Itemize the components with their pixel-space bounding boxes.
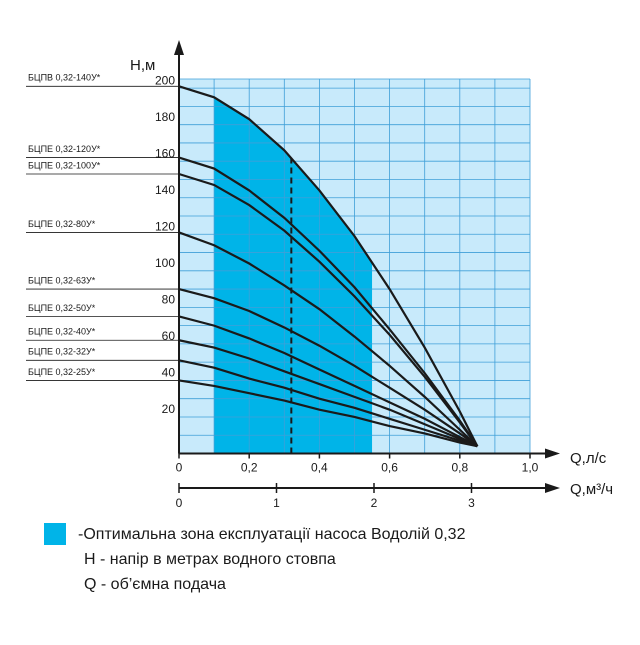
- arrow: [545, 448, 560, 459]
- arrow: [174, 40, 184, 55]
- x2-axis-label: Q,м³/ч: [570, 481, 613, 498]
- pump-curve: [178, 339, 478, 448]
- series-label: БЦПЕ 0,32-80У*: [28, 219, 96, 229]
- note: H - напір в метрах водного стовпа: [84, 551, 336, 568]
- pump-curve: [178, 156, 479, 447]
- x2-tick-label: 1: [273, 496, 280, 510]
- y-tick-label: 60: [162, 329, 176, 343]
- y-tick-label: 80: [162, 293, 176, 307]
- series-label: БЦПЕ 0,32-120У*: [28, 144, 101, 154]
- x2-tick-label: 3: [468, 496, 475, 510]
- series-label: БЦПЕ 0,32-100У*: [28, 160, 101, 170]
- x-tick-label: 0,4: [311, 461, 328, 475]
- pump-curve: [178, 288, 478, 448]
- pump-curve: [178, 379, 478, 448]
- y-tick-label: 160: [155, 146, 175, 160]
- x-axis-label: Q,л/с: [570, 450, 607, 467]
- series-label: БЦПЕ 0,32-25У*: [28, 367, 96, 377]
- y-tick-label: 120: [155, 219, 175, 233]
- series-label: БЦПЕ 0,32-63У*: [28, 275, 96, 285]
- x-tick-label: 1,0: [522, 461, 539, 475]
- arrow: [545, 483, 560, 493]
- legend-zone-label: -Оптимальна зона експлуатації насоса Вод…: [78, 526, 466, 543]
- x2-tick-label: 2: [371, 496, 378, 510]
- legend-swatch: [44, 523, 66, 545]
- y-tick-label: 200: [155, 73, 175, 87]
- series-label: БЦПВ 0,32-140У*: [28, 73, 101, 83]
- note: Q - об’ємна подача: [84, 576, 226, 593]
- y-tick-label: 180: [155, 110, 175, 124]
- x-tick-label: 0,6: [381, 461, 398, 475]
- y-tick-label: 20: [162, 402, 176, 416]
- pump-curve: [178, 231, 479, 447]
- x-tick-label: 0,2: [241, 461, 258, 475]
- pump-curve: [178, 172, 479, 447]
- y-axis-label: H,м: [130, 57, 155, 74]
- optimal-zone: [214, 97, 373, 454]
- y-tick-label: 140: [155, 183, 175, 197]
- x2-tick-label: 0: [176, 496, 183, 510]
- y-tick-label: 40: [162, 366, 176, 380]
- series-label: БЦПЕ 0,32-50У*: [28, 303, 96, 313]
- x-tick-label: 0,8: [451, 461, 468, 475]
- x-tick-label: 0: [176, 461, 183, 475]
- pump-curve: [178, 359, 478, 448]
- pump-curve: [178, 85, 479, 447]
- series-label: БЦПЕ 0,32-32У*: [28, 347, 96, 357]
- y-tick-label: 100: [155, 256, 175, 270]
- series-label: БЦПЕ 0,32-40У*: [28, 327, 96, 337]
- pump-curve: [178, 315, 478, 448]
